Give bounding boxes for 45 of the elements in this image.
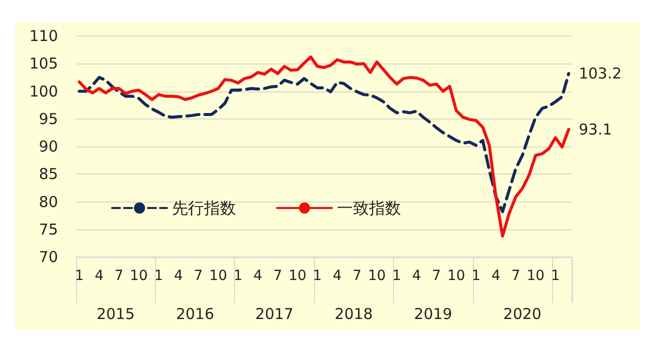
x-tick-label: 4: [253, 268, 262, 284]
x-tick-label: 1: [312, 268, 322, 284]
x-tick-label: 4: [94, 268, 104, 284]
y-tick-label: 70: [38, 248, 58, 266]
legend-label: 一致指数: [337, 198, 401, 218]
line-series: [78, 55, 570, 238]
x-tick-label: 1: [74, 268, 84, 284]
x-tick-label: 1: [392, 268, 402, 284]
y-tick-label: 110: [29, 27, 58, 45]
x-tick-label: 10: [209, 268, 228, 284]
y-tick-label: 105: [29, 54, 58, 73]
x-tick-label: 4: [174, 268, 184, 284]
x-tick-label: 10: [526, 268, 545, 284]
x-tick-label: 10: [288, 268, 306, 284]
y-tick-label: 90: [38, 138, 58, 156]
x-tick-label: 7: [114, 268, 124, 284]
data-label: 103.2: [578, 64, 622, 83]
x-tick-label: 7: [352, 268, 362, 284]
y-tick-label: 80: [38, 192, 58, 211]
text: 2020: [503, 305, 542, 323]
x-tick-label: 10: [368, 268, 386, 284]
x-tick-label: 4: [491, 268, 500, 284]
x-tick-label: 1: [234, 268, 242, 284]
y-tick-label: 75: [38, 220, 58, 238]
text: 2017: [255, 305, 294, 323]
x-tick-label: 7: [194, 268, 203, 284]
y-tick-label: 100: [29, 82, 58, 100]
x-tick-label: 7: [511, 268, 520, 284]
x-tick-label: 1: [551, 268, 560, 284]
text: 2018: [334, 305, 373, 323]
data-label: 93.1: [578, 120, 612, 138]
x-tick-label: 4: [412, 268, 422, 284]
x-tick-label: 7: [432, 268, 441, 284]
y-tick-label: 95: [38, 110, 58, 128]
x-tick-label: 1: [154, 268, 164, 284]
y-tick-label: 85: [38, 165, 58, 184]
legend-label: 先行指数: [172, 198, 236, 218]
x-tick-label: 1: [472, 268, 481, 284]
x-tick-label: 7: [273, 268, 282, 284]
x-tick-label: 10: [447, 268, 466, 284]
x-tick-label: 10: [130, 268, 148, 284]
text: 2016: [176, 305, 214, 323]
text: 2015: [96, 305, 135, 323]
text: 2019: [414, 305, 452, 323]
x-tick-label: 4: [332, 268, 342, 284]
